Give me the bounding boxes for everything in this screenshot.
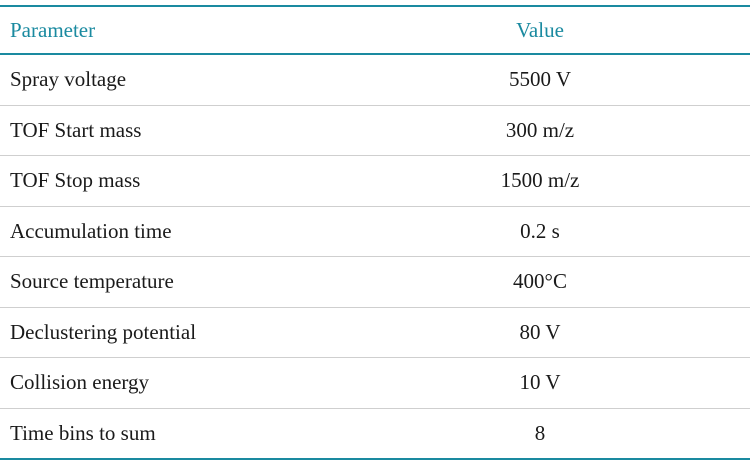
table-cell: Time bins to sum: [0, 408, 400, 460]
table-cell: 0.2 s: [400, 206, 750, 257]
table-cell: 1500 m/z: [400, 155, 750, 207]
table-row: Declustering potential 80 V: [0, 307, 750, 358]
table-cell: Collision energy: [0, 357, 400, 409]
table-cell: Declustering potential: [0, 307, 400, 358]
table-cell: 10 V: [400, 357, 750, 409]
table-row: TOF Stop mass 1500 m/z: [0, 155, 750, 207]
table-row: Spray voltage 5500 V: [0, 54, 750, 106]
table-cell: TOF Start mass: [0, 105, 400, 156]
table-body: Spray voltage 5500 V TOF Start mass 300 m/z…: [0, 54, 750, 460]
table-cell: Spray voltage: [0, 54, 400, 106]
table-row: Time bins to sum 8: [0, 408, 750, 460]
table-cell: 300 m/z: [400, 105, 750, 156]
parameter-table: Parameter Value Spray voltage 5500 V TOF St…: [0, 5, 750, 460]
table-row: TOF Start mass 300 m/z: [0, 105, 750, 156]
table-row: Source temperature 400°C: [0, 256, 750, 308]
table-cell: 80 V: [400, 307, 750, 358]
table-cell: TOF Stop mass: [0, 155, 400, 207]
table-cell: Accumulation time: [0, 206, 400, 257]
header-cell: Value: [400, 5, 750, 55]
table-cell: 8: [400, 408, 750, 460]
table-row: Collision energy 10 V: [0, 357, 750, 409]
table-row: Accumulation time 0.2 s: [0, 206, 750, 257]
table-cell: 5500 V: [400, 54, 750, 106]
table-cell: Source temperature: [0, 256, 400, 308]
table-cell: 400°C: [400, 256, 750, 308]
header-cell: Parameter: [0, 5, 400, 55]
header-row: Parameter Value: [0, 5, 750, 55]
